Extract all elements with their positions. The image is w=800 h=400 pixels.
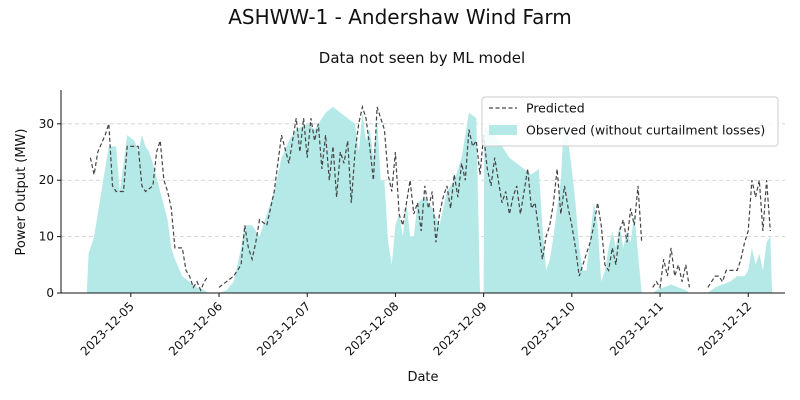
predicted-line	[89, 123, 209, 292]
x-ticks: 2023-12-05 2023-12-06 2023-12-07 2023-12-08…	[78, 293, 754, 358]
legend: Predicted Observed (without curtailment …	[481, 96, 779, 147]
x-tick-label: 2023-12-09	[431, 299, 490, 358]
y-tick-label: 30	[39, 117, 54, 131]
predicted-line	[652, 247, 690, 290]
x-tick-label: 2023-12-11	[607, 299, 666, 358]
predicted-line	[218, 104, 643, 288]
chart-title: ASHWW-1 - Andershaw Wind Farm	[228, 5, 572, 29]
y-tick-label: 10	[39, 230, 54, 244]
x-tick-label: 2023-12-08	[342, 299, 401, 358]
predicted-series	[89, 104, 771, 292]
x-axis-label: Date	[407, 370, 438, 385]
legend-frame	[481, 96, 779, 147]
observed-area	[219, 106, 642, 294]
x-tick-label: 2023-12-10	[519, 299, 578, 358]
observed-area	[652, 284, 690, 293]
observed-area	[707, 236, 773, 293]
predicted-line	[707, 180, 771, 288]
legend-observed-label: Observed (without curtailment losses)	[526, 123, 765, 138]
y-axis-label: Power Output (MW)	[14, 129, 29, 256]
x-tick-label: 2023-12-05	[78, 299, 137, 358]
x-tick-label: 2023-12-06	[166, 299, 225, 358]
legend-predicted-label: Predicted	[526, 101, 585, 116]
chart-subtitle: Data not seen by ML model	[319, 49, 525, 67]
observed-area	[86, 135, 208, 293]
y-tick-label: 20	[39, 173, 54, 187]
y-ticks: 0 10 20 30	[39, 117, 61, 300]
observed-series	[86, 106, 773, 294]
x-tick-label: 2023-12-12	[695, 299, 754, 358]
legend-observed-swatch	[489, 125, 517, 135]
y-tick-label: 0	[46, 286, 54, 300]
x-tick-label: 2023-12-07	[254, 299, 313, 358]
